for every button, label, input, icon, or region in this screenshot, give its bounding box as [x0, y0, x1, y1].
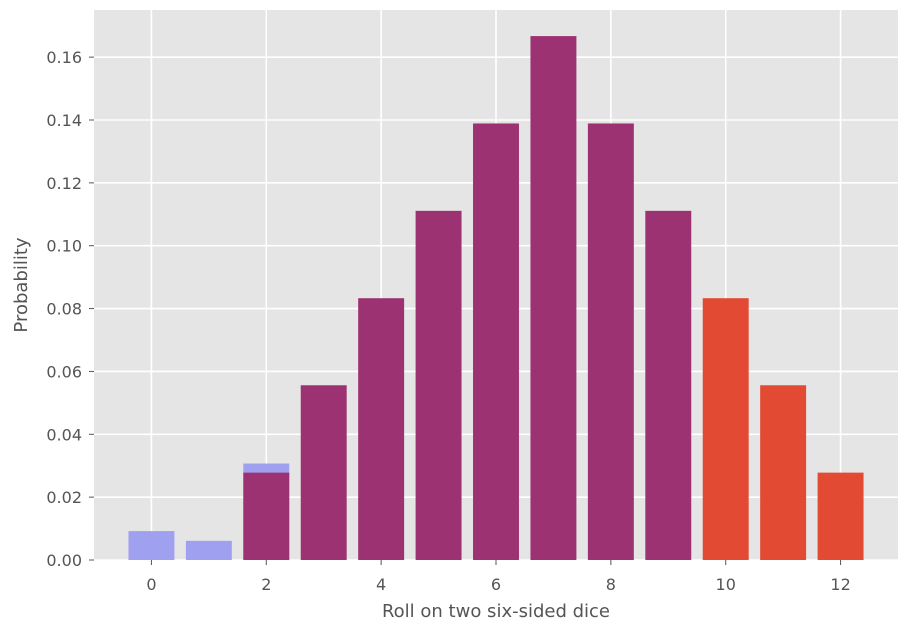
x-axis-ticks: 0 2 4 6 8 10 12 [146, 560, 851, 594]
x-tick-label: 12 [830, 575, 850, 594]
y-tick-label: 0.12 [46, 174, 82, 193]
y-tick-label: 0.08 [46, 300, 82, 319]
x-tick-label: 10 [716, 575, 736, 594]
bar-3-10 [702, 298, 749, 560]
y-axis-label: Probability [11, 237, 32, 332]
y-tick-label: 0.10 [46, 237, 82, 256]
bar-2-6 [473, 123, 519, 560]
bars [128, 36, 864, 561]
bar-2-5 [415, 210, 462, 561]
y-tick-label: 0.02 [46, 488, 82, 507]
y-tick-label: 0.00 [46, 551, 82, 570]
bar-2-9 [645, 210, 692, 561]
y-tick-label: 0.06 [46, 362, 82, 381]
y-axis-ticks: 0.00 0.02 0.04 0.06 0.08 0.10 0.12 0.14 0.16 [46, 48, 94, 570]
x-tick-label: 4 [376, 575, 386, 594]
bar-2-7 [530, 36, 577, 561]
y-tick-label: 0.14 [46, 111, 82, 130]
bar-3-12 [817, 472, 864, 560]
y-tick-label: 0.04 [46, 425, 82, 444]
x-axis-label: Roll on two six-sided dice [382, 601, 610, 622]
bar-2-2 [243, 472, 290, 560]
x-tick-label: 0 [146, 575, 156, 594]
bar-1-1 [185, 540, 232, 560]
bar-2-8 [587, 123, 634, 560]
bar-2-4 [358, 298, 405, 560]
y-tick-label: 0.16 [46, 48, 82, 67]
bar-1-0 [128, 531, 175, 560]
x-tick-label: 8 [606, 575, 616, 594]
bar-3-11 [760, 385, 807, 560]
bar-2-3 [300, 385, 347, 560]
x-tick-label: 2 [261, 575, 271, 594]
x-tick-label: 6 [491, 575, 501, 594]
